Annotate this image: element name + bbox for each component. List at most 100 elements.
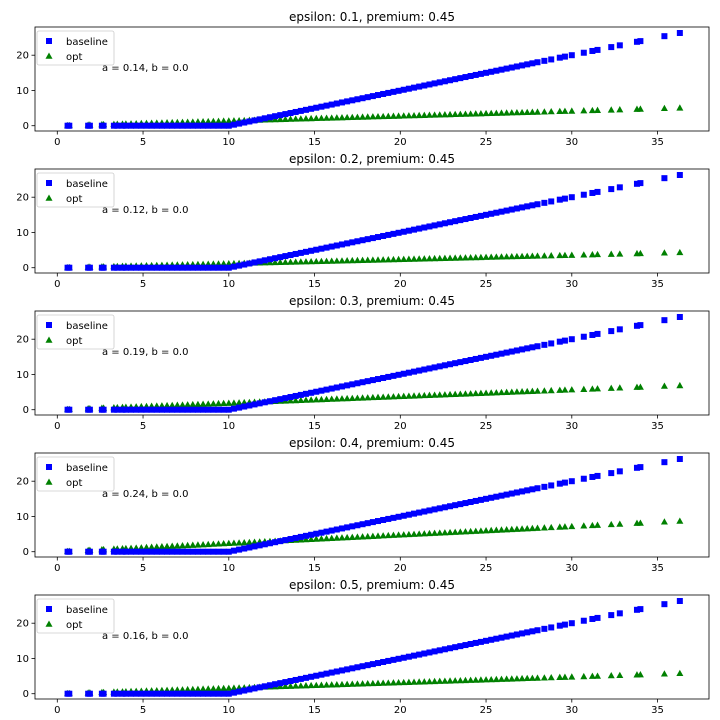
baseline-point	[200, 264, 207, 271]
baseline-point	[385, 373, 392, 380]
baseline-point	[594, 614, 601, 621]
baseline-point	[215, 122, 222, 129]
x-tick-label: 0	[54, 421, 60, 432]
baseline-point	[354, 238, 361, 245]
opt-point	[220, 117, 228, 124]
baseline-point	[138, 406, 145, 413]
baseline-point	[256, 258, 263, 265]
baseline-point	[256, 684, 263, 691]
opt-point	[338, 395, 346, 402]
opt-point	[568, 251, 576, 258]
x-tick-label: 25	[480, 421, 493, 432]
baseline-point	[282, 253, 289, 260]
baseline-point	[493, 351, 500, 358]
baseline-point	[225, 406, 232, 413]
baseline-point	[205, 548, 212, 555]
legend-marker-opt	[45, 52, 53, 59]
baseline-point	[220, 406, 227, 413]
baseline-point	[416, 83, 423, 90]
baseline-point	[205, 690, 212, 697]
baseline-point	[467, 357, 474, 364]
opt-point	[477, 676, 485, 683]
baseline-point	[483, 211, 490, 218]
opt-point	[518, 108, 526, 116]
opt-point	[168, 542, 176, 549]
y-tick-label: 20	[16, 477, 29, 488]
baseline-point	[184, 406, 191, 413]
x-tick-label: 20	[394, 563, 407, 574]
baseline-point	[128, 406, 135, 413]
opt-point	[405, 255, 413, 262]
opt-point	[204, 685, 212, 692]
opt-point	[492, 253, 500, 260]
baseline-point	[143, 406, 150, 413]
opt-point	[215, 117, 223, 124]
baseline-point	[508, 206, 515, 213]
opt-point	[307, 535, 315, 542]
baseline-point	[189, 548, 196, 555]
opt-point	[184, 401, 192, 408]
opt-point	[389, 255, 397, 263]
opt-point	[518, 388, 526, 395]
x-tick-label: 25	[480, 279, 493, 290]
baseline-point	[251, 259, 258, 266]
opt-point	[251, 538, 259, 545]
baseline-point	[133, 690, 140, 697]
opt-point	[616, 520, 624, 527]
baseline-point	[194, 548, 201, 555]
baseline-point	[328, 101, 335, 108]
baseline-point	[633, 322, 640, 329]
baseline-point	[556, 622, 563, 629]
baseline-point	[375, 376, 382, 383]
baseline-point	[349, 523, 356, 530]
opt-point	[580, 107, 588, 114]
opt-point	[225, 399, 233, 406]
opt-point	[441, 111, 449, 118]
opt-point	[215, 399, 223, 407]
opt-point	[636, 249, 644, 257]
opt-point	[364, 532, 372, 540]
opt-point	[333, 257, 341, 264]
baseline-point	[292, 392, 299, 399]
baseline-point	[66, 264, 73, 271]
y-tick-label: 0	[23, 405, 29, 416]
baseline-point	[441, 220, 448, 227]
opt-point	[364, 256, 372, 263]
baseline-point	[462, 642, 469, 649]
opt-point	[225, 539, 233, 547]
opt-point	[225, 684, 233, 691]
baseline-point	[256, 116, 263, 123]
opt-point	[487, 253, 495, 260]
opt-point	[271, 258, 279, 266]
opt-point	[492, 675, 500, 683]
baseline-point	[416, 367, 423, 374]
baseline-point	[164, 548, 171, 555]
opt-point	[607, 384, 615, 391]
baseline-point	[513, 205, 520, 212]
legend-marker-baseline	[46, 38, 52, 44]
legend: baseline opt	[36, 30, 115, 66]
opt-point	[173, 401, 181, 408]
baseline-point	[215, 690, 222, 697]
baseline-point	[261, 115, 268, 122]
baseline-point	[369, 377, 376, 384]
baseline-point	[241, 545, 248, 552]
opt-point	[410, 111, 418, 119]
opt-point	[292, 115, 300, 122]
baseline-point	[119, 690, 126, 697]
legend-marker-opt	[45, 336, 53, 343]
baseline-point	[200, 548, 207, 555]
opt-point	[540, 252, 548, 259]
opt-point	[235, 399, 243, 406]
baseline-point	[359, 95, 366, 102]
baseline-point	[616, 326, 623, 333]
baseline-point	[354, 522, 361, 529]
opt-point	[467, 254, 475, 261]
baseline-point	[594, 46, 601, 53]
opt-point	[379, 393, 387, 400]
opt-point	[323, 534, 331, 542]
legend-box	[36, 30, 115, 66]
baseline-point	[436, 505, 443, 512]
opt-point	[225, 259, 233, 267]
baseline-point	[287, 536, 294, 543]
